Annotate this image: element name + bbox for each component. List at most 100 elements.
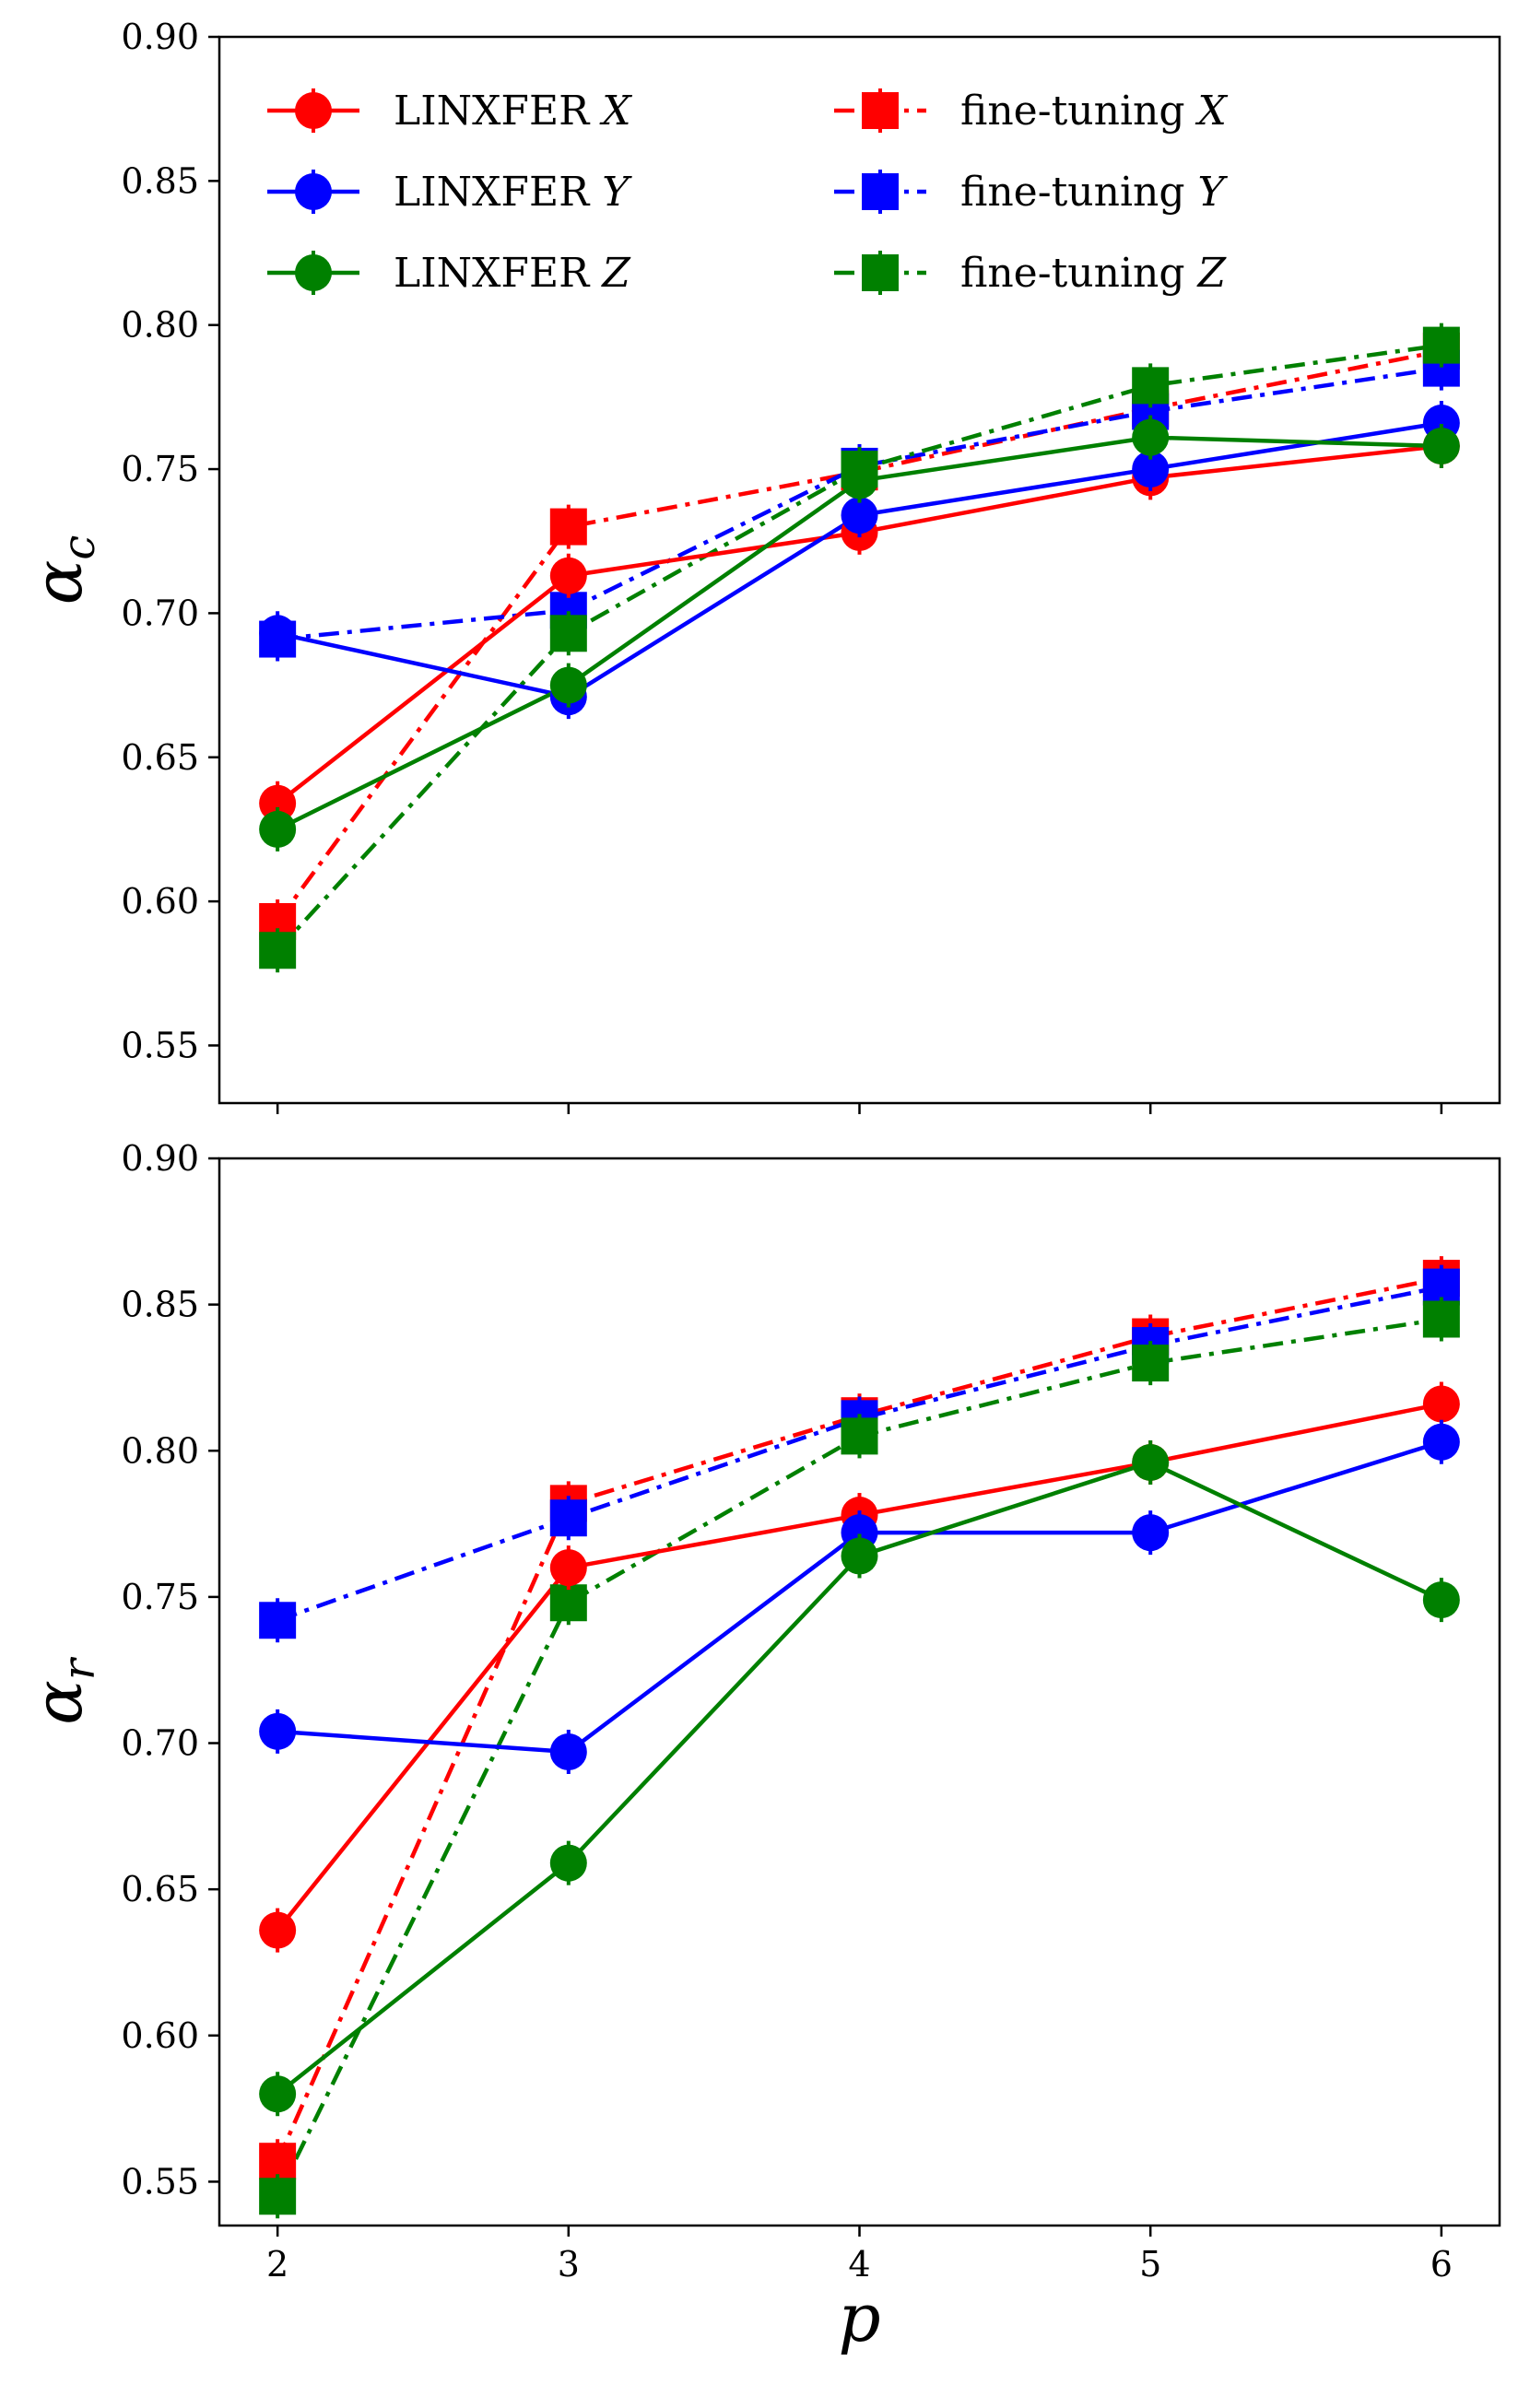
bottom-series-line-linxfer-x <box>276 1402 1442 1932</box>
legend-label-1: LINXFER Y <box>394 169 632 216</box>
legend-label-2: LINXFER Z <box>394 250 631 297</box>
top-panel-chart: 0.55 0.60 0.65 0.70 0.75 0.80 0.85 0.90 αc LINXFE… <box>19 17 1501 1114</box>
legend-marker-square <box>862 254 899 291</box>
bottom-point-linxfer-z <box>549 1844 587 1882</box>
bottom-series-line-fine-tuning-x <box>276 1275 1442 2163</box>
top-point-linxfer-z <box>549 666 587 704</box>
legend-label-text: LINXFER <box>394 250 602 297</box>
bottom-ytick-label: 0.75 <box>121 1577 199 1617</box>
legend-label-0: LINXFER X <box>394 88 632 135</box>
bottom-point-fine-tuning-y <box>259 1602 297 1639</box>
top-series-line-fine-tuning-y <box>277 366 1442 641</box>
top-point-fine-tuning-z <box>549 615 587 652</box>
bottom-point-linxfer-y <box>259 1712 297 1750</box>
bottom-xtick-label: 6 <box>1430 2244 1453 2285</box>
top-ytick-label: 0.70 <box>121 593 199 633</box>
legend-marker-square <box>862 173 899 210</box>
legend-label-math: Z <box>600 250 631 297</box>
legend-marker-circle <box>295 92 332 129</box>
bottom-ytick-label: 0.90 <box>121 1138 199 1179</box>
bottom-ytick-label: 0.70 <box>121 1723 199 1764</box>
bottom-ytick-label: 0.80 <box>121 1430 199 1471</box>
top-ytick-label: 0.55 <box>121 1025 199 1065</box>
top-point-linxfer-x <box>549 557 587 594</box>
top-ytick-label: 0.80 <box>121 305 199 346</box>
top-point-linxfer-y <box>841 497 878 534</box>
legend-marker-circle <box>295 254 332 291</box>
legend-label-math: X <box>1195 88 1229 135</box>
legend-label-math: Y <box>1198 169 1229 216</box>
top-ytick-label: 0.60 <box>121 881 199 922</box>
legend-label-4: fine-tuning Y <box>960 169 1229 216</box>
bottom-series-line-fine-tuning-y <box>277 1285 1442 1623</box>
top-point-linxfer-z <box>259 810 297 848</box>
bottom-panel-chart: 0.55 0.60 0.65 0.70 0.75 0.80 0.85 0.90 2 3 4 5 6 αr p <box>19 1138 1501 2356</box>
bottom-ylabel-subscript: r <box>53 1656 105 1680</box>
legend-label-text: fine-tuning <box>960 169 1198 216</box>
legend-label-3: fine-tuning X <box>960 88 1229 135</box>
bottom-point-fine-tuning-y <box>549 1499 587 1537</box>
top-ylabel-subscript: c <box>53 535 105 560</box>
bottom-ylabel: αr <box>19 1656 105 1725</box>
bottom-point-fine-tuning-z <box>1132 1345 1170 1382</box>
bottom-point-linxfer-x <box>549 1549 587 1587</box>
top-series-line-fine-tuning-x <box>276 348 1442 923</box>
bottom-point-fine-tuning-z <box>259 2178 297 2215</box>
top-ytick-label: 0.65 <box>121 737 199 778</box>
bottom-point-fine-tuning-z <box>841 1417 878 1455</box>
top-ytick-label: 0.90 <box>121 17 199 57</box>
legend-label-5: fine-tuning Z <box>960 250 1228 297</box>
top-point-linxfer-x <box>259 784 297 822</box>
legend-marker-circle <box>295 173 332 210</box>
bottom-ytick-label: 0.65 <box>121 1869 199 1909</box>
legend-label-math: X <box>599 88 632 135</box>
bottom-point-linxfer-y <box>1132 1514 1170 1552</box>
bottom-point-linxfer-y <box>549 1733 587 1771</box>
bottom-plot-area <box>259 1256 1460 2219</box>
legend-marker-square <box>862 92 899 129</box>
legend-label-math: Y <box>602 169 632 216</box>
top-point-linxfer-z <box>1132 418 1170 456</box>
bottom-series-line-linxfer-y <box>277 1439 1442 1755</box>
legend-label-text: fine-tuning <box>960 88 1198 135</box>
top-point-fine-tuning-z <box>259 932 297 969</box>
bottom-ytick-label: 0.60 <box>121 2015 199 2056</box>
legend-label-text: LINXFER <box>394 169 602 216</box>
bottom-point-linxfer-x <box>259 1911 297 1949</box>
top-ylabel: αc <box>19 535 105 605</box>
legend-label-math: Z <box>1196 250 1228 297</box>
top-point-linxfer-z <box>1422 428 1460 465</box>
top-point-fine-tuning-z <box>1132 367 1170 405</box>
top-ylabel-symbol: α <box>19 560 97 605</box>
bottom-axes-frame <box>218 1157 1501 2227</box>
top-point-linxfer-z <box>841 462 878 499</box>
bottom-ytick-label: 0.55 <box>121 2161 199 2202</box>
bottom-ylabel-symbol: α <box>19 1680 97 1725</box>
bottom-point-linxfer-z <box>1422 1581 1460 1619</box>
top-ytick-label: 0.75 <box>121 449 199 489</box>
bottom-xtick-label: 4 <box>848 2244 870 2285</box>
bottom-xlabel: p <box>838 2279 880 2356</box>
bottom-xtick-label: 5 <box>1139 2244 1161 2285</box>
top-ytick-label: 0.85 <box>121 160 199 201</box>
top-point-linxfer-y <box>259 615 297 652</box>
bottom-point-fine-tuning-z <box>549 1584 587 1622</box>
top-point-fine-tuning-z <box>1422 326 1460 364</box>
bottom-point-fine-tuning-x <box>259 2143 297 2180</box>
legend-label-text: LINXFER <box>394 88 602 135</box>
bottom-point-fine-tuning-z <box>1422 1300 1460 1338</box>
top-series-line-fine-tuning-z <box>276 343 1442 952</box>
bottom-ytick-label: 0.85 <box>121 1285 199 1325</box>
bottom-point-linxfer-y <box>1422 1423 1460 1461</box>
bottom-point-linxfer-x <box>1422 1385 1460 1423</box>
bottom-xtick-label: 2 <box>266 2244 288 2285</box>
bottom-point-linxfer-z <box>841 1537 878 1575</box>
bottom-xtick-label: 3 <box>558 2244 580 2285</box>
bottom-point-linxfer-z <box>1132 1443 1170 1481</box>
bottom-point-linxfer-z <box>259 2075 297 2113</box>
top-plot-area <box>259 323 1460 973</box>
top-point-fine-tuning-x <box>549 508 587 546</box>
legend-label-text: fine-tuning <box>960 250 1198 297</box>
